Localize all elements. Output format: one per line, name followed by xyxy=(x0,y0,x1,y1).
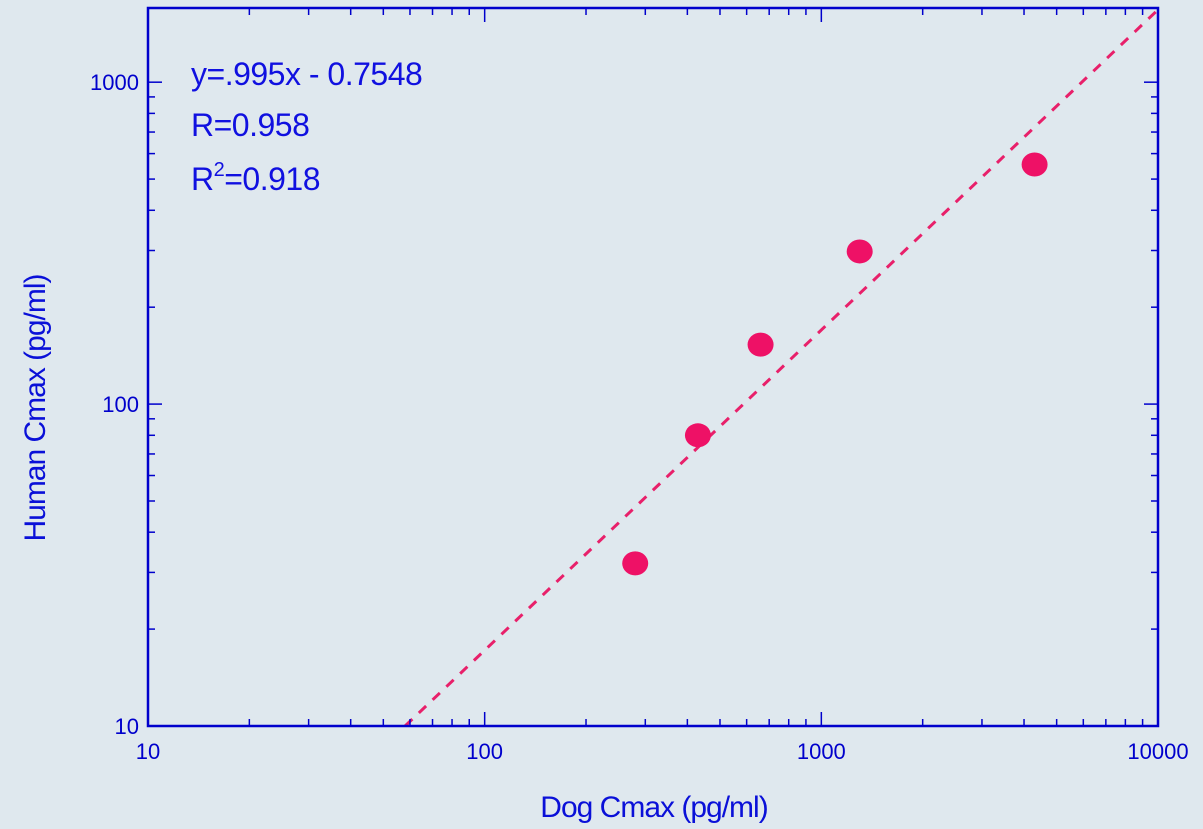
x-tick-label: 100 xyxy=(466,739,503,764)
plot-frame xyxy=(146,6,1160,728)
r-squared-prefix: R xyxy=(191,161,214,197)
equation-label: y=.995x - 0.7548 xyxy=(191,56,422,92)
data-point xyxy=(684,423,711,448)
y-tick-label: 10 xyxy=(115,714,139,739)
y-tick-label: 100 xyxy=(102,392,139,417)
data-point xyxy=(846,239,873,264)
y-axis-title: Human Cmax (pg/ml) xyxy=(19,274,52,541)
r-label: R=0.958 xyxy=(191,107,309,143)
x-tick-labels: 10 100 1000 10000 xyxy=(136,739,1189,764)
data-point xyxy=(747,332,774,357)
x-axis-title: Dog Cmax (pg/ml) xyxy=(540,791,767,824)
r-squared-exponent: 2 xyxy=(214,159,225,181)
x-tick-label: 10000 xyxy=(1127,739,1188,764)
y-tick-label: 1000 xyxy=(90,70,139,95)
fit-line xyxy=(404,8,1160,728)
data-point xyxy=(622,551,649,576)
r-squared-value: =0.918 xyxy=(224,161,320,197)
r-squared-label: R2=0.918 xyxy=(191,159,320,197)
data-point xyxy=(1021,152,1048,177)
x-tick-label: 10 xyxy=(136,739,160,764)
axis-ticks xyxy=(148,8,1158,726)
y-tick-labels: 10 100 1000 xyxy=(90,70,139,739)
fit-line-group xyxy=(404,8,1160,728)
data-points xyxy=(622,152,1048,576)
x-tick-label: 1000 xyxy=(797,739,846,764)
regression-annotation: y=.995x - 0.7548 R=0.958 R2=0.918 xyxy=(191,56,423,197)
